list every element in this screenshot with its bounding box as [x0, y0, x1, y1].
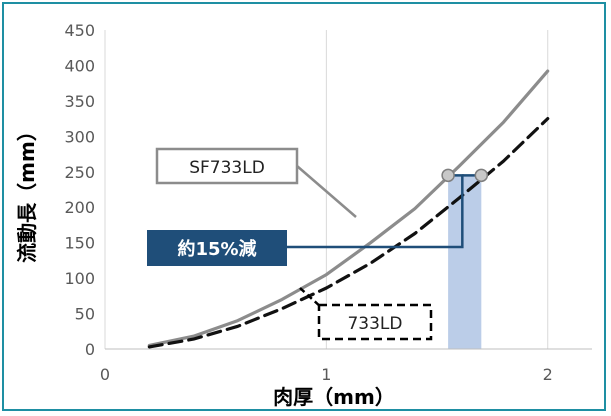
- y-tick-label: 350: [64, 92, 95, 111]
- line-chart: SF733LD 733LD 約15%減 0 50 100 150 200 250 300 350 4…: [15, 21, 592, 409]
- reduction-connector: [287, 174, 464, 249]
- x-axis-title: 肉厚（mm）: [273, 385, 395, 409]
- sf733ld-callout-box: [155, 147, 299, 185]
- ld733-callout-label: 733LD: [347, 314, 402, 334]
- y-tick-label: 100: [64, 269, 95, 288]
- marker-733ld: [474, 168, 489, 183]
- y-tick-label: 400: [64, 56, 95, 75]
- y-tick-label: 150: [64, 234, 95, 253]
- label-layer: 0 50 100 150 200 250 300 350 400 450 0 1 2 肉厚（mm） 流動長（…: [15, 21, 553, 409]
- y-tick-label: 50: [75, 305, 95, 324]
- y-tick-label: 200: [64, 198, 95, 217]
- reduction-label: 約15%減: [177, 238, 256, 260]
- y-tick-label: 300: [64, 127, 95, 146]
- x-tick-label: 1: [321, 365, 331, 384]
- sf733ld-leader: [296, 165, 357, 218]
- series-line-733ld: [147, 117, 550, 349]
- series-layer: [147, 69, 550, 349]
- y-axis-title: 流動長（mm）: [15, 121, 39, 263]
- marker-sf733ld: [441, 168, 455, 183]
- annotation-layer: SF733LD 733LD 約15%減: [147, 147, 489, 341]
- grid-layer: [104, 30, 549, 349]
- x-tick-label: 2: [543, 365, 553, 384]
- ld733-callout-box: [317, 303, 433, 341]
- series-line-sf733ld: [147, 69, 550, 348]
- x-tick-label: 0: [100, 365, 110, 384]
- sf733ld-callout-label: SF733LD: [189, 158, 265, 178]
- y-tick-label: 0: [85, 340, 95, 359]
- y-tick-label: 450: [64, 21, 95, 40]
- chart-frame: SF733LD 733LD 約15%減 0 50 100 150 200 250 300 350 4…: [2, 2, 606, 411]
- y-tick-label: 250: [64, 163, 95, 182]
- reduction-label-box: [147, 230, 287, 266]
